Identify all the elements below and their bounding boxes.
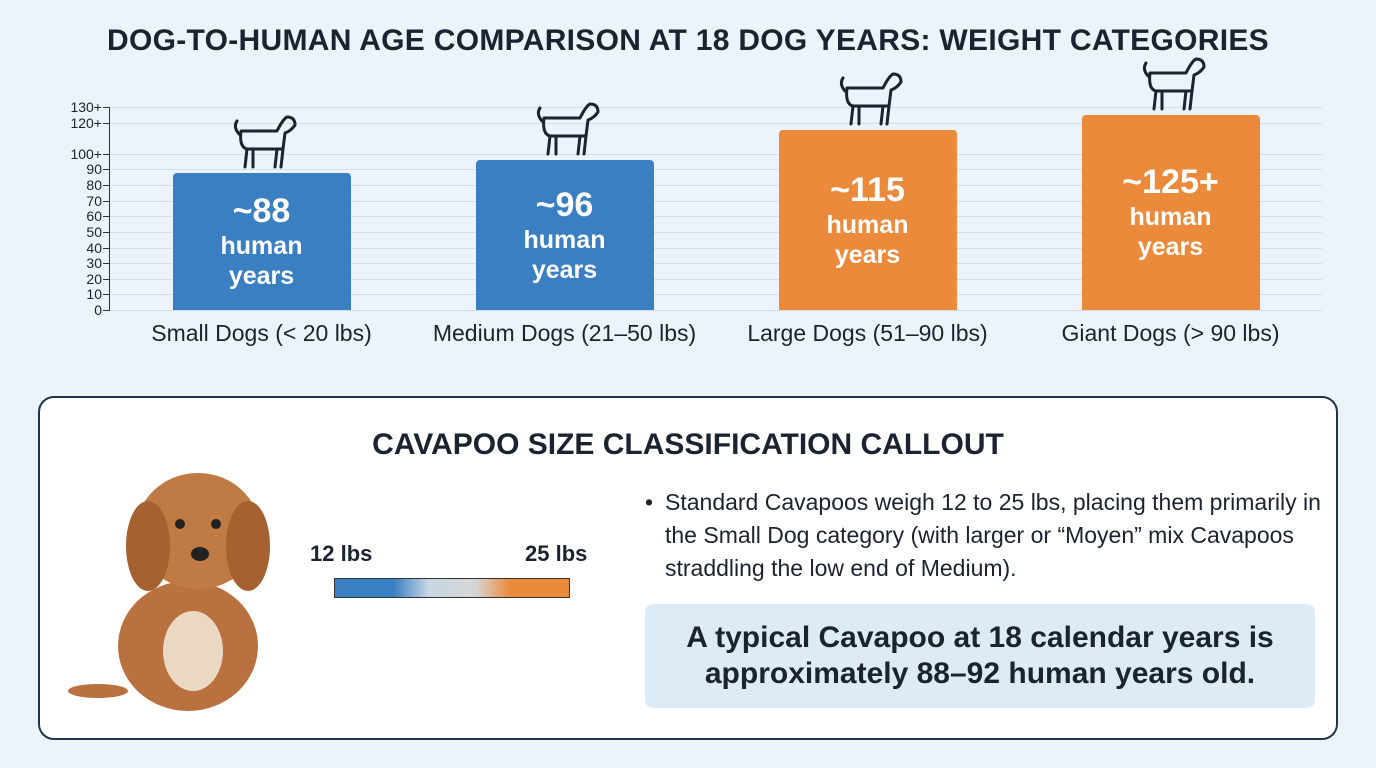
y-tick-label: 60 [86, 208, 102, 225]
grid-line [110, 247, 1322, 249]
bar: ~88 human years [172, 172, 351, 310]
data-label: ~96 [535, 185, 594, 224]
y-tick-label: 130+ [70, 99, 102, 115]
y-tick-label: 30 [86, 255, 102, 272]
y-tick-label: 90 [86, 161, 102, 178]
grid-line [110, 263, 1322, 265]
data-label-unit: human years [523, 225, 606, 284]
tick-mark [103, 107, 109, 108]
y-tick-label: 40 [86, 239, 102, 256]
x-tick-label: Giant Dogs (> 90 lbs) [1061, 320, 1280, 346]
tick-mark [103, 310, 109, 311]
x-tick-label: Medium Dogs (21–50 lbs) [432, 320, 697, 346]
puppy-image [68, 473, 270, 711]
y-tick-label: 80 [86, 177, 102, 194]
chart-title: DOG-TO-HUMAN AGE COMPARISON AT 18 DOG YE… [107, 24, 1269, 57]
dog-icon [1136, 51, 1206, 116]
grid-line [110, 294, 1322, 296]
scale-max-label: 25 lbs [525, 541, 588, 566]
tick-mark [103, 122, 109, 124]
data-label-unit: human years [826, 210, 909, 269]
tick-mark [103, 216, 109, 218]
grid-line [110, 231, 1322, 233]
grid-line [110, 169, 1322, 171]
dog-icon [227, 109, 297, 174]
y-tick-label: 0 [94, 302, 102, 318]
data-label-unit: human years [1129, 202, 1212, 261]
grid-line [110, 216, 1322, 218]
tick-mark [103, 231, 109, 233]
tick-mark [103, 263, 109, 265]
tick-mark [103, 185, 109, 187]
data-label-unit: human years [220, 231, 303, 290]
grid-line [110, 107, 1322, 108]
bullet-text: Standard Cavapoos weigh 12 to 25 lbs, pl… [645, 486, 1345, 585]
y-tick-label: 10 [86, 286, 102, 303]
tick-mark [103, 278, 109, 280]
data-label: ~115 [830, 170, 905, 209]
y-axis [109, 107, 110, 311]
dog-icon [530, 96, 600, 161]
tick-mark [103, 153, 109, 155]
tick-mark [103, 247, 109, 249]
x-tick-label: Large Dogs (51–90 lbs) [747, 320, 988, 346]
highlight-text: A typical Cavapoo at 18 calendar years i… [645, 604, 1315, 708]
data-label: ~125+ [1122, 162, 1219, 201]
data-label: ~88 [232, 191, 291, 230]
bar: ~115 human years [778, 130, 957, 310]
grid-line [110, 122, 1322, 124]
callout-title: CAVAPOO SIZE CLASSIFICATION CALLOUT [372, 428, 1004, 461]
grid-line [110, 278, 1322, 280]
grid-line [110, 310, 1322, 311]
grid-line [110, 200, 1322, 202]
y-tick-label: 100+ [70, 145, 102, 162]
y-tick-label: 70 [86, 192, 102, 209]
dog-icon [833, 66, 903, 131]
tick-mark [103, 200, 109, 202]
y-tick-label: 50 [86, 223, 102, 240]
bar: ~125+ human years [1081, 114, 1260, 310]
grid-line [110, 185, 1322, 187]
weight-scale [334, 578, 570, 598]
tick-mark [103, 169, 109, 171]
scale-min-label: 12 lbs [310, 541, 373, 566]
plot: 0 10 20 30 40 50 60 70 80 90 100+ 120+ 130+ Small Dog… [70, 57, 1322, 346]
y-tick-label: 120+ [70, 114, 102, 131]
tick-mark [103, 294, 109, 296]
y-tick-label: 20 [86, 270, 102, 287]
bar: ~96 human years [475, 160, 654, 310]
grid-line [110, 153, 1322, 155]
x-tick-label: Small Dogs (< 20 lbs) [151, 320, 372, 346]
callout: CAVAPOO SIZE CLASSIFICATION CALLOUT 12 l… [38, 396, 1338, 740]
